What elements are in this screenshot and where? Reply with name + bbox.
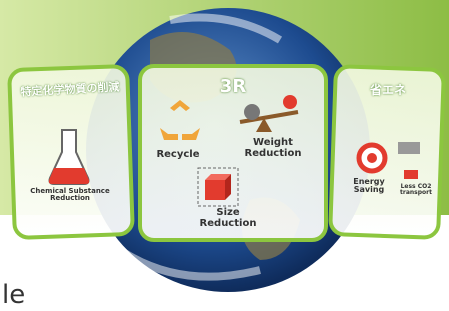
panel-title: 3R [200,78,266,97]
footer-text: le [2,282,25,309]
item-label: Size Reduction [192,208,264,229]
flask-liquid [49,168,89,184]
item-label: Recycle [148,150,208,161]
energy-icon [359,145,385,171]
item-label: Less CO2 transport [394,184,438,197]
illustration: 特定化学物質の削減 Chemical Substance Reduction 3… [0,0,449,311]
panel-title: 省エネ [346,84,430,97]
item-label: Chemical Substance Reduction [28,188,112,203]
item-label: Weight Reduction [238,138,308,159]
item-label: Energy Saving [344,178,394,195]
background-art [0,0,449,311]
